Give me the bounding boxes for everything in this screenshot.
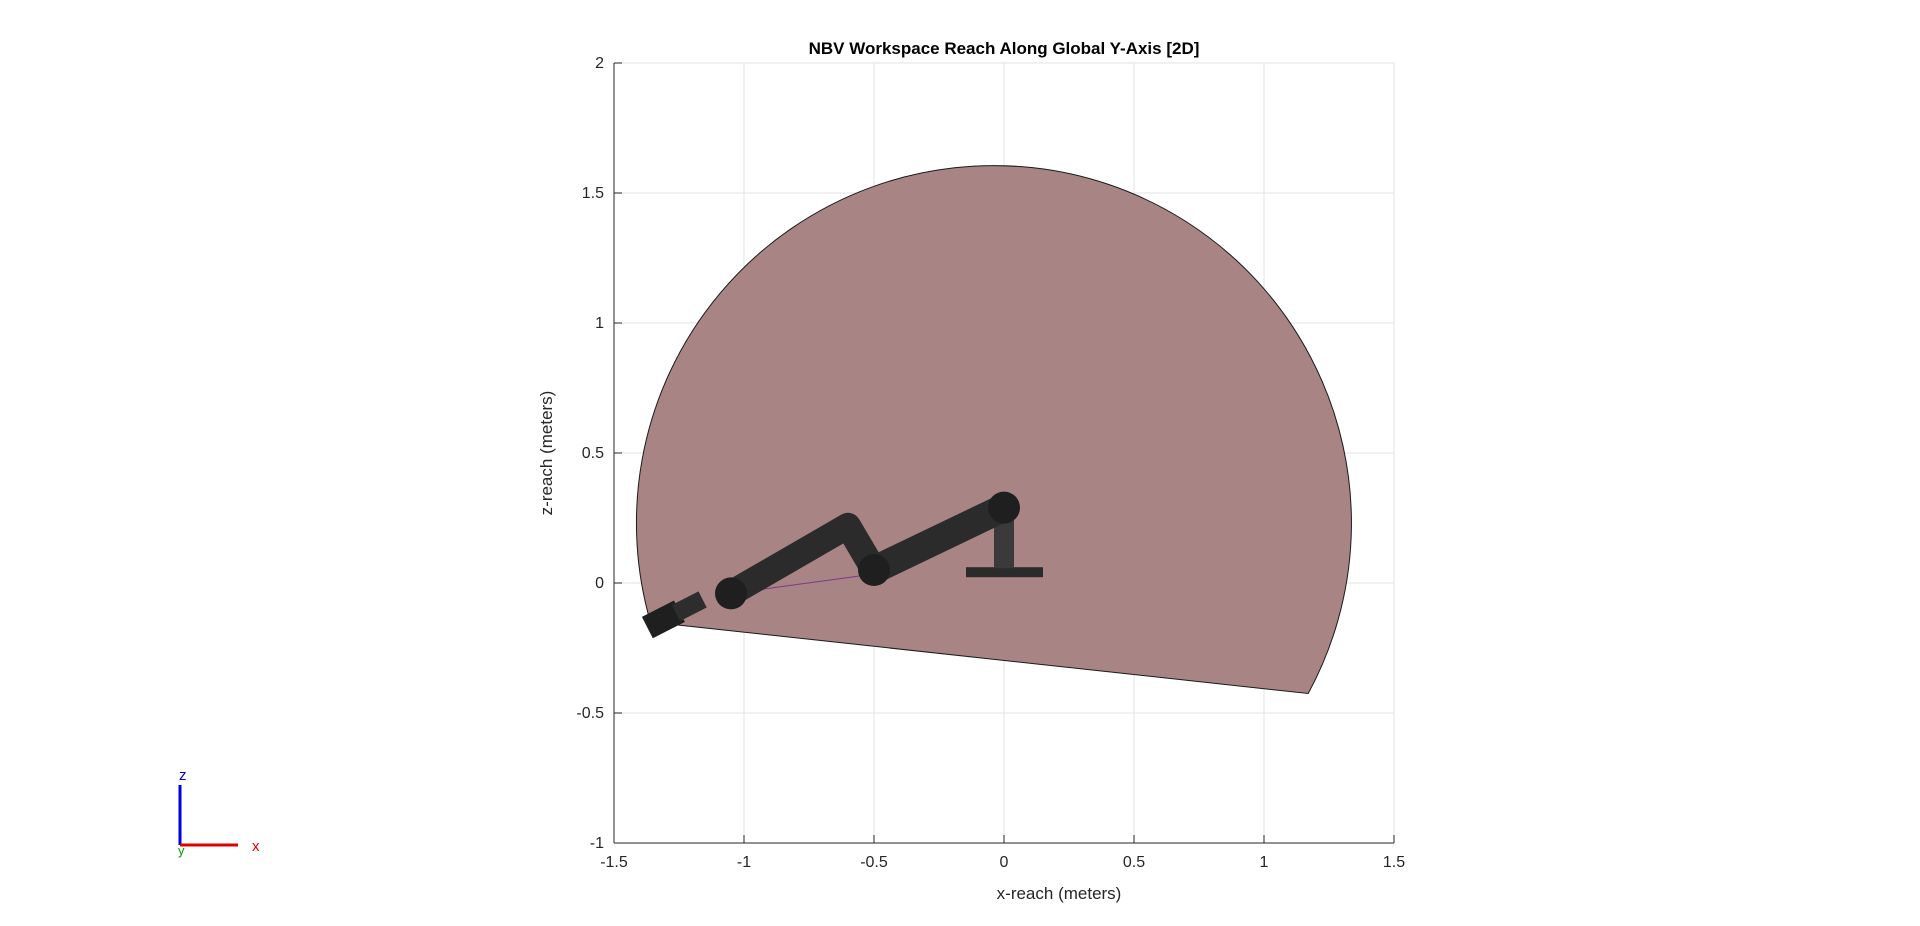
y-axis-letter: y	[178, 843, 185, 858]
y-tick-label-5: 1.5	[582, 185, 604, 202]
arm-base-plate	[966, 567, 1043, 578]
tick-labels: -1.5 -1 -0.5 0 0.5 1 1.5 -1 -0.5 0 0.5 1 1.5 2	[576, 55, 1405, 871]
arm-joint-1	[858, 554, 890, 586]
y-tick-label-3: 0.5	[582, 445, 604, 462]
x-tick-label-5: 1	[1260, 854, 1269, 871]
workspace-region	[635, 165, 1352, 695]
workspace-area	[635, 165, 1352, 695]
gripper	[641, 591, 707, 639]
y-tick-label-1: -0.5	[576, 705, 604, 722]
x-tick-label-6: 1.5	[1383, 854, 1405, 871]
y-axis-label: z-reach (meters)	[537, 391, 556, 516]
forearm-link	[718, 512, 887, 607]
z-axis-letter: z	[179, 767, 187, 784]
x-tick-label-2: -0.5	[860, 854, 888, 871]
x-axis-label: x-reach (meters)	[997, 884, 1122, 903]
chart-title: NBV Workspace Reach Along Global Y-Axis …	[809, 39, 1200, 58]
x-tick-label-0: -1.5	[600, 854, 628, 871]
robot-arm	[641, 491, 1043, 639]
arm-joint-0	[988, 491, 1020, 524]
gripper-body	[641, 600, 685, 639]
upper-link	[860, 493, 1018, 584]
gripper-wrist	[671, 591, 707, 622]
arm-joint-2	[715, 577, 747, 610]
y-tick-label-2: 0	[595, 575, 604, 592]
y-tick-label-4: 1	[595, 315, 604, 332]
frame-indicator: z x y	[178, 767, 260, 858]
x-tick-label-4: 0.5	[1123, 854, 1145, 871]
x-tick-label-1: -1	[737, 854, 751, 871]
y-tick-label-0: -1	[590, 835, 604, 852]
x-tick-label-3: 0	[1000, 854, 1009, 871]
x-axis-letter: x	[252, 838, 260, 855]
y-tick-label-6: 2	[595, 55, 604, 72]
arm-base-column	[994, 520, 1014, 569]
